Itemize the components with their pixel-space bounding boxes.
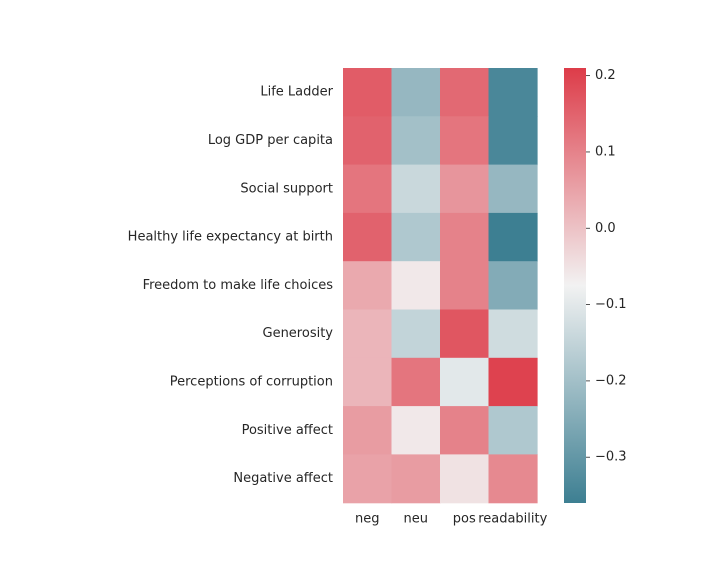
heatmap-cell	[440, 212, 490, 262]
colorbar-tick-label: 0.2	[595, 68, 616, 83]
heatmap-cell	[488, 406, 538, 455]
row-label: Social support	[240, 181, 333, 196]
heatmap-cell	[343, 116, 393, 166]
heatmap-cell	[440, 454, 490, 504]
heatmap-cell	[440, 309, 490, 359]
heatmap-cell	[343, 454, 393, 504]
heatmap-cell	[440, 68, 490, 117]
row-label: Perceptions of corruption	[170, 374, 333, 389]
row-label: Generosity	[263, 326, 334, 341]
heatmap-cell	[488, 454, 538, 504]
colorbar-gradient	[564, 68, 586, 503]
heatmap-cell	[440, 164, 490, 214]
heatmap-cell	[343, 309, 393, 359]
colorbar-tick-label: 0.1	[595, 144, 616, 159]
row-label: Positive affect	[242, 423, 333, 438]
column-label: readability	[478, 512, 547, 527]
heatmap-cell	[391, 357, 441, 407]
heatmap-cell	[391, 68, 441, 117]
heatmap-cell	[391, 116, 441, 166]
heatmap-cell	[391, 212, 441, 262]
colorbar: 0.2 0.1 0.0 −0.1 −0.2 −0.3	[564, 68, 627, 503]
colorbar-tick-label: −0.2	[595, 373, 627, 388]
row-label: Life Ladder	[260, 85, 333, 100]
heatmap-cell	[440, 357, 490, 407]
heatmap-cell	[391, 454, 441, 504]
heatmap-cell	[440, 116, 490, 166]
row-labels: Life Ladder Log GDP per capita Social supp…	[128, 85, 334, 486]
colorbar-tick-label: −0.1	[595, 297, 627, 312]
heatmap-cell	[488, 164, 538, 214]
heatmap-cell	[391, 164, 441, 214]
heatmap-cell	[391, 406, 441, 455]
heatmap-cell	[440, 261, 490, 311]
row-label: Negative affect	[233, 471, 333, 486]
colorbar-ticks: 0.2 0.1 0.0 −0.1 −0.2 −0.3	[586, 68, 627, 465]
heatmap-cell	[488, 261, 538, 311]
column-label: neg	[355, 512, 380, 527]
heatmap-cell	[343, 406, 393, 455]
row-label: Freedom to make life choices	[143, 278, 334, 293]
row-label: Healthy life expectancy at birth	[128, 230, 333, 245]
heatmap-cell	[343, 261, 393, 311]
heatmap-cell	[343, 68, 393, 117]
heatmap-cell	[391, 261, 441, 311]
colorbar-tick-label: −0.3	[595, 450, 627, 465]
heatmap-cell	[440, 406, 490, 455]
column-label: pos	[453, 512, 476, 527]
heatmap-cell	[343, 164, 393, 214]
heatmap-cell	[343, 357, 393, 407]
heatmap-cell	[488, 212, 538, 262]
column-labels: neg neu pos readability	[355, 512, 548, 527]
heatmap-cell	[488, 309, 538, 359]
heatmap-cell	[391, 309, 441, 359]
colorbar-tick-label: 0.0	[595, 221, 616, 236]
heatmap-cell	[488, 357, 538, 407]
heatmap-cell	[488, 68, 538, 117]
row-label: Log GDP per capita	[208, 133, 333, 148]
column-label: neu	[404, 512, 428, 527]
heatmap-cell	[488, 116, 538, 166]
heatmap-cell	[343, 212, 393, 262]
heatmap-cells	[343, 68, 538, 504]
